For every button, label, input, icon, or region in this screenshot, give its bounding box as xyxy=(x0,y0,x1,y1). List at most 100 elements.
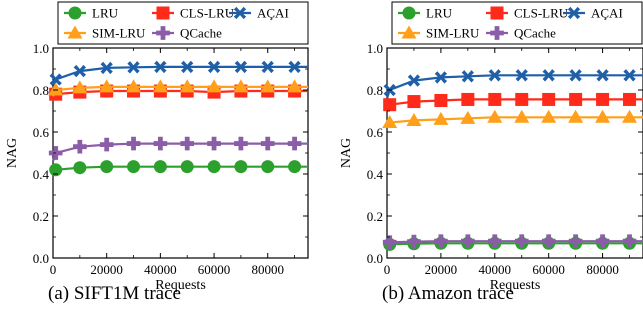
x-tick-label: 60000 xyxy=(532,262,565,277)
data-point xyxy=(542,92,556,106)
y-tick-label: 0.2 xyxy=(367,209,383,224)
legend-frame xyxy=(391,1,643,45)
data-point xyxy=(72,80,88,94)
legend: LRU CLS-LRU AÇAI SIM-LRU QCache xyxy=(57,1,309,45)
legend-label: SIM-LRU xyxy=(426,26,480,41)
data-point xyxy=(407,95,421,109)
data-point xyxy=(180,160,194,174)
legend-marker xyxy=(156,6,170,20)
x-tick-label: 20000 xyxy=(425,262,458,277)
data-point xyxy=(287,136,302,151)
data-point xyxy=(514,109,530,123)
x-axis-label: Requests xyxy=(155,278,206,293)
data-point xyxy=(622,109,638,123)
data-point xyxy=(406,112,422,126)
legend-frame xyxy=(57,1,309,45)
data-point xyxy=(514,234,529,249)
data-point xyxy=(288,160,302,174)
series-qcache xyxy=(382,234,643,250)
series-line xyxy=(51,65,308,95)
y-tick-label: 0.2 xyxy=(33,209,49,224)
y-tick-label: 0.4 xyxy=(367,167,384,182)
data-point xyxy=(595,234,610,249)
legend-marker xyxy=(401,25,417,39)
data-point xyxy=(180,136,195,151)
data-point xyxy=(73,64,87,78)
legend-label: QCache xyxy=(180,26,222,41)
series-cls-lru xyxy=(383,92,643,112)
x-tick-label: 20000 xyxy=(90,262,123,277)
y-tick-label: 0.0 xyxy=(33,251,49,266)
data-point xyxy=(407,234,421,249)
data-point xyxy=(487,109,503,123)
legend: LRU CLS-LRU AÇAI SIM-LRU QCache xyxy=(391,1,643,45)
y-tick-label: 0.8 xyxy=(33,83,49,98)
y-tick-label: 1.0 xyxy=(33,41,49,56)
data-point xyxy=(434,94,448,107)
data-point xyxy=(260,136,275,151)
data-point xyxy=(234,60,248,74)
data-point xyxy=(233,79,249,93)
legend-marker xyxy=(490,6,504,20)
x-axis-label: Requests xyxy=(490,278,541,293)
legend-label: CLS-LRU xyxy=(514,6,569,21)
series-sim-lru xyxy=(48,79,308,97)
series-lru xyxy=(49,160,308,177)
x-tick-label: 0 xyxy=(50,262,57,277)
legend-label: LRU xyxy=(92,6,119,21)
legend-marker xyxy=(67,25,83,39)
data-point xyxy=(49,73,62,86)
data-point xyxy=(153,160,167,174)
data-point xyxy=(287,79,303,93)
data-point xyxy=(288,60,301,74)
data-point xyxy=(126,136,141,151)
y-tick-label: 0.0 xyxy=(367,251,383,266)
data-point xyxy=(434,71,448,84)
data-point xyxy=(407,74,421,87)
data-point xyxy=(622,234,637,249)
caption-b: (b) Amazon trace xyxy=(382,283,514,304)
data-point xyxy=(433,111,449,125)
data-point xyxy=(152,79,168,93)
data-point xyxy=(515,69,528,82)
legend-label: AÇAI xyxy=(591,6,623,21)
series-qcache xyxy=(48,136,308,162)
data-point xyxy=(461,92,475,106)
data-point xyxy=(100,160,114,174)
caption-a: (a) SIFT1M trace xyxy=(48,283,181,304)
data-point xyxy=(234,160,248,174)
y-tick-label: 0.6 xyxy=(367,125,384,140)
data-point xyxy=(181,60,194,74)
data-point xyxy=(126,79,142,93)
series-sim-lru xyxy=(382,109,643,129)
y-axis-label: NAG xyxy=(5,138,20,168)
data-point xyxy=(383,98,397,112)
legend-label: SIM-LRU xyxy=(92,26,146,41)
data-point xyxy=(595,109,611,123)
data-point xyxy=(73,161,87,175)
data-point xyxy=(623,69,636,82)
x-tick-label: 0 xyxy=(384,262,391,277)
data-point xyxy=(542,69,555,82)
data-point xyxy=(541,234,556,249)
chart-panel-a: 0.0 0.2 0.4 0.6 0.8 1.0 0 20000 40000 60000 80000 R… xyxy=(5,1,309,293)
data-point xyxy=(487,234,502,249)
data-point xyxy=(127,160,141,174)
data-point xyxy=(261,160,275,174)
data-point xyxy=(596,92,610,106)
data-point xyxy=(99,79,115,93)
data-point xyxy=(461,70,475,83)
x-tick-label: 80000 xyxy=(586,262,619,277)
data-point xyxy=(261,60,274,74)
data-point xyxy=(382,115,398,129)
data-point xyxy=(49,163,63,177)
data-point xyxy=(488,92,502,106)
legend-marker xyxy=(68,6,82,20)
x-tick-label: 40000 xyxy=(144,262,177,277)
data-point xyxy=(568,234,583,249)
plot-frame xyxy=(52,47,309,259)
legend-marker xyxy=(156,26,170,40)
data-point xyxy=(206,79,222,93)
data-point xyxy=(568,109,584,123)
